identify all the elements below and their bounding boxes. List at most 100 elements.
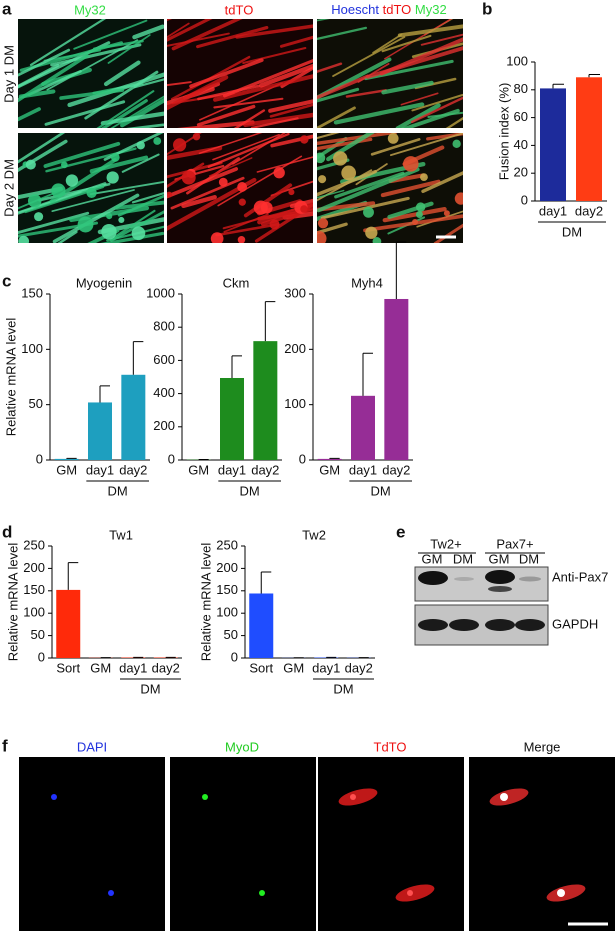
fiber <box>121 153 160 173</box>
fiber <box>114 200 164 210</box>
fiber <box>317 222 348 235</box>
fiber <box>243 112 313 128</box>
fiber <box>96 90 155 128</box>
group-label: Pax7+ <box>496 536 533 551</box>
image-content <box>167 133 313 243</box>
y-tick-label: 250 <box>23 537 45 552</box>
header-part: Hoescht <box>331 2 379 17</box>
y-tick-label: 800 <box>153 319 175 334</box>
cell <box>192 133 201 141</box>
fiber <box>73 19 148 50</box>
micrograph <box>18 133 164 243</box>
image-content <box>18 133 164 243</box>
cell <box>273 167 285 179</box>
fiber <box>421 171 463 194</box>
fiber <box>445 116 463 128</box>
header-part: My32 <box>415 2 447 17</box>
x-tick-label: day2 <box>251 462 279 477</box>
x-tick-label: day2 <box>152 660 180 675</box>
row-label: Day 2 DM <box>1 159 16 217</box>
cell <box>167 191 173 198</box>
fiber <box>167 19 213 42</box>
fiber <box>208 157 253 177</box>
y-tick-label: 100 <box>284 396 306 411</box>
fiber <box>317 189 345 199</box>
nucleus <box>202 794 208 800</box>
fiber <box>199 82 283 121</box>
fiber <box>317 74 370 100</box>
fiber <box>100 231 164 243</box>
fiber <box>18 63 60 89</box>
cell-body <box>489 788 529 806</box>
y-tick-label: 150 <box>23 582 45 597</box>
fiber <box>380 179 441 198</box>
fiber <box>170 176 245 210</box>
x-tick-label: GM <box>90 660 111 675</box>
y-tick-label: 150 <box>216 582 238 597</box>
y-tick-label: 50 <box>29 396 43 411</box>
blot-band <box>418 571 448 585</box>
fiber <box>213 74 313 102</box>
image-background <box>318 757 464 931</box>
y-tick-label: 600 <box>153 352 175 367</box>
column-header: My32 <box>74 2 106 17</box>
cell <box>131 226 146 241</box>
chart-title: Tw2 <box>302 527 326 542</box>
y-tick-label: 250 <box>216 537 238 552</box>
cell <box>269 219 280 230</box>
fiber <box>317 19 331 22</box>
fiber <box>52 193 140 243</box>
fiber <box>92 39 144 51</box>
error-bar <box>132 341 144 375</box>
fiber <box>18 186 63 200</box>
fiber <box>215 222 280 237</box>
micrograph <box>317 133 463 243</box>
fiber <box>189 58 264 89</box>
bar <box>56 589 81 658</box>
cell <box>420 173 428 182</box>
fiber <box>89 180 164 196</box>
error-bar <box>395 241 407 299</box>
fiber <box>132 24 164 40</box>
x-tick-label: GM <box>319 462 340 477</box>
cell <box>25 159 36 170</box>
fiber <box>167 81 192 87</box>
column-header: Hoescht tdTO My32 <box>331 2 446 17</box>
y-axis-label: Fusion index (%) <box>496 83 511 181</box>
fiber <box>126 123 164 128</box>
cell <box>288 189 295 196</box>
micrograph <box>18 19 164 128</box>
x-tick-label: day1 <box>218 462 246 477</box>
bar <box>317 458 342 460</box>
y-tick-label: 100 <box>216 605 238 620</box>
column-header: Merge <box>524 739 561 754</box>
micrograph <box>167 133 313 243</box>
nucleus <box>407 890 413 896</box>
fiber <box>334 171 405 199</box>
bar <box>249 593 274 658</box>
fiber <box>44 100 126 126</box>
lane-label: GM <box>422 551 443 566</box>
error-bar <box>552 83 564 89</box>
nucleus <box>557 889 565 897</box>
cell <box>153 137 162 145</box>
fiber <box>167 22 190 39</box>
y-tick-label: 100 <box>21 341 43 356</box>
y-tick-label: 400 <box>153 385 175 400</box>
fiber <box>269 103 313 118</box>
y-tick-label: 80 <box>514 81 528 96</box>
fiber <box>198 133 263 155</box>
x-tick-label: GM <box>283 660 304 675</box>
panel-letter: c <box>2 271 11 290</box>
fiber <box>250 117 299 128</box>
header-part: tdTO <box>383 2 412 17</box>
fiber <box>400 92 439 106</box>
image-background <box>170 757 316 931</box>
cell <box>51 183 66 198</box>
column-header: MyoD <box>225 739 259 754</box>
chart-title: Myogenin <box>76 275 132 290</box>
fiber <box>207 133 290 168</box>
fiber <box>186 157 241 195</box>
error-bar <box>329 457 340 459</box>
